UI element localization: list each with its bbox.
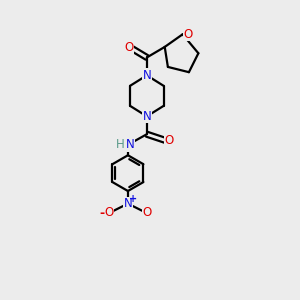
Text: N: N [142, 69, 151, 82]
Text: O: O [104, 206, 114, 218]
Text: H: H [116, 138, 125, 151]
Text: N: N [124, 197, 132, 210]
Text: O: O [183, 28, 193, 41]
Text: +: + [129, 194, 137, 204]
Text: O: O [142, 206, 152, 218]
Text: -: - [100, 207, 105, 220]
Text: N: N [142, 110, 151, 123]
Text: O: O [124, 41, 134, 55]
Text: N: N [126, 138, 134, 151]
Text: O: O [164, 134, 174, 147]
